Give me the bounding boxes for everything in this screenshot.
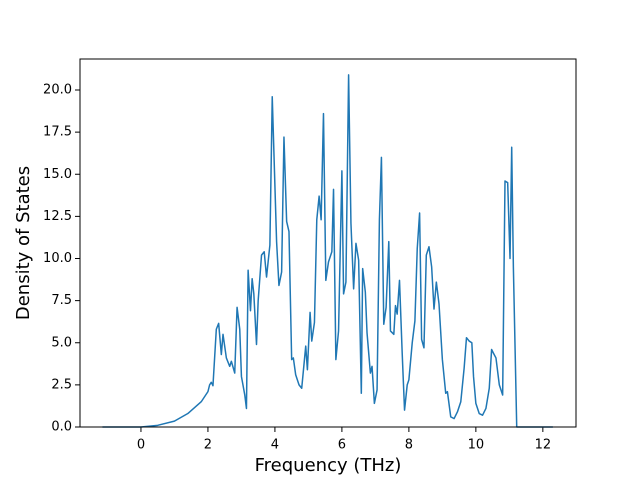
x-tick-label: 0 bbox=[137, 438, 145, 453]
x-axis-label: Frequency (THz) bbox=[255, 455, 402, 476]
x-tick-label: 12 bbox=[535, 438, 552, 453]
x-tick-label: 10 bbox=[468, 438, 485, 453]
x-tick-label: 8 bbox=[405, 438, 413, 453]
y-tick-label: 5.0 bbox=[51, 335, 72, 350]
y-tick-label: 2.5 bbox=[51, 377, 72, 392]
x-tick-label: 6 bbox=[338, 438, 346, 453]
plot-frame bbox=[79, 58, 577, 428]
y-tick-label: 12.5 bbox=[43, 209, 72, 224]
x-tick-label: 4 bbox=[271, 438, 279, 453]
y-tick-label: 17.5 bbox=[43, 125, 72, 140]
y-tick-label: 10.0 bbox=[43, 251, 72, 266]
y-tick-label: 20.0 bbox=[43, 83, 72, 98]
y-tick-label: 0.0 bbox=[51, 420, 72, 435]
y-tick-label: 15.0 bbox=[43, 167, 72, 182]
x-tick-label: 2 bbox=[204, 438, 212, 453]
line bbox=[102, 74, 553, 428]
y-tick-label: 7.5 bbox=[51, 293, 72, 308]
y-axis-label: Density of States bbox=[13, 166, 34, 320]
